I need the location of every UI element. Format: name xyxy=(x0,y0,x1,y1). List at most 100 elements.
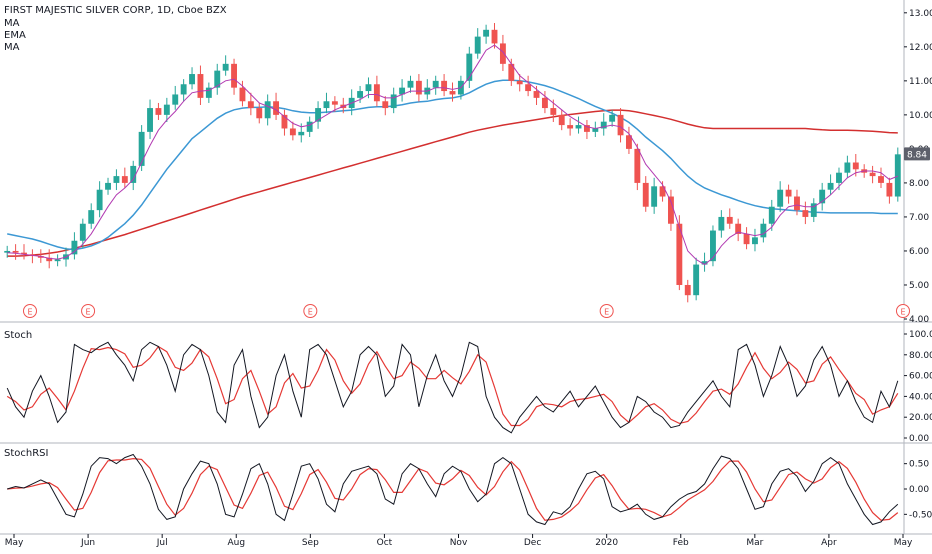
candle xyxy=(79,218,86,248)
candle-body xyxy=(105,182,111,190)
candle-body xyxy=(701,261,708,265)
stochrsi-title[interactable]: StochRSI xyxy=(4,448,48,459)
candle-body xyxy=(415,80,422,95)
candle-body xyxy=(533,91,540,98)
candle xyxy=(541,91,548,114)
ma-slow-line xyxy=(7,109,898,257)
x-tick-label: Jul xyxy=(156,538,168,548)
candle-body xyxy=(407,80,414,88)
x-tick-label: May xyxy=(894,538,913,548)
candle xyxy=(382,96,389,116)
candle xyxy=(810,198,817,223)
candle-body xyxy=(4,250,11,253)
candle xyxy=(231,58,237,95)
stochrsi-tick-label: -0.50 xyxy=(909,510,932,520)
candle xyxy=(4,245,11,258)
candle xyxy=(281,109,288,136)
x-tick-label: Apr xyxy=(821,538,837,548)
candle-body xyxy=(138,131,145,166)
price-tick-label: 8.00 xyxy=(909,179,929,189)
last-price-tag: 8.84 xyxy=(904,147,930,161)
stochrsi-pane[interactable] xyxy=(7,453,899,526)
x-tick-label: Nov xyxy=(450,538,468,548)
stochrsi-tick-label: 0.50 xyxy=(909,460,929,470)
candle-body xyxy=(760,223,767,238)
candle-body xyxy=(390,94,397,109)
candle xyxy=(163,97,170,123)
candle xyxy=(785,184,792,204)
candle xyxy=(306,116,313,137)
earnings-marker-circle xyxy=(23,304,37,318)
candle xyxy=(726,208,733,229)
candle xyxy=(894,147,901,202)
candle xyxy=(71,232,78,260)
candle-body xyxy=(214,70,221,88)
candle-body xyxy=(88,210,95,224)
candle xyxy=(256,102,263,124)
candle-body xyxy=(735,223,742,234)
price-tick-label: 4.00 xyxy=(909,315,929,325)
candle xyxy=(441,74,448,97)
stoch-pane[interactable] xyxy=(6,341,899,434)
candle-body xyxy=(617,114,624,136)
price-tick-label: 7.00 xyxy=(909,213,929,223)
earnings-marker[interactable]: E xyxy=(23,304,37,318)
candle xyxy=(130,160,137,191)
stochrsi-tick-label: 0.00 xyxy=(909,485,929,495)
indicator-label-ma-2[interactable]: MA xyxy=(4,42,20,53)
candle-body xyxy=(79,223,86,241)
candle xyxy=(802,201,809,225)
earnings-marker-label: E xyxy=(308,308,313,317)
candle-body xyxy=(541,97,548,109)
earnings-marker[interactable]: E xyxy=(896,304,910,318)
candle-body xyxy=(357,91,364,98)
candle xyxy=(735,218,742,242)
candle-body xyxy=(684,284,691,296)
earnings-marker[interactable]: E xyxy=(303,304,318,318)
candle-body xyxy=(659,186,666,197)
candle-body xyxy=(752,237,758,245)
candle xyxy=(54,254,61,267)
candle xyxy=(138,125,145,172)
candle-body xyxy=(315,108,322,122)
candle-body xyxy=(491,29,498,44)
last-price-label: 8.84 xyxy=(907,150,927,160)
candle-body xyxy=(583,125,590,132)
price-tick-label: 5.00 xyxy=(909,281,929,291)
candle-body xyxy=(273,101,280,115)
earnings-marker-label: E xyxy=(27,308,32,317)
candle xyxy=(214,63,221,95)
candle-body xyxy=(147,108,153,132)
stoch-title[interactable]: Stoch xyxy=(4,330,32,341)
earnings-marker[interactable]: E xyxy=(599,304,614,318)
indicator-label-ma[interactable]: MA xyxy=(4,18,20,29)
candle xyxy=(752,228,758,252)
earnings-marker[interactable]: E xyxy=(81,304,96,318)
candle-body xyxy=(483,29,490,37)
candle xyxy=(483,24,490,44)
candle-body xyxy=(441,80,448,92)
indicator-label-ema[interactable]: EMA xyxy=(4,30,26,41)
x-tick-label: Aug xyxy=(227,538,245,548)
candle-body xyxy=(46,257,53,262)
candle xyxy=(180,79,187,102)
candle-body xyxy=(247,101,254,109)
candle xyxy=(21,244,27,260)
candle-body xyxy=(323,101,330,109)
candle-body xyxy=(155,108,162,115)
candle-body xyxy=(264,101,271,119)
candle xyxy=(693,257,700,301)
candle-body xyxy=(516,80,523,85)
earnings-marker-label: E xyxy=(900,308,905,317)
y-axis: 13.0012.0011.0010.009.008.007.006.005.00… xyxy=(904,9,932,520)
stoch-tick-label: 80.00 xyxy=(909,351,932,361)
x-tick-label: May xyxy=(5,538,24,548)
candle xyxy=(777,181,784,212)
candle-body xyxy=(289,128,296,136)
candle-body xyxy=(525,84,532,92)
grid-layer xyxy=(0,0,932,535)
candle xyxy=(844,155,851,178)
